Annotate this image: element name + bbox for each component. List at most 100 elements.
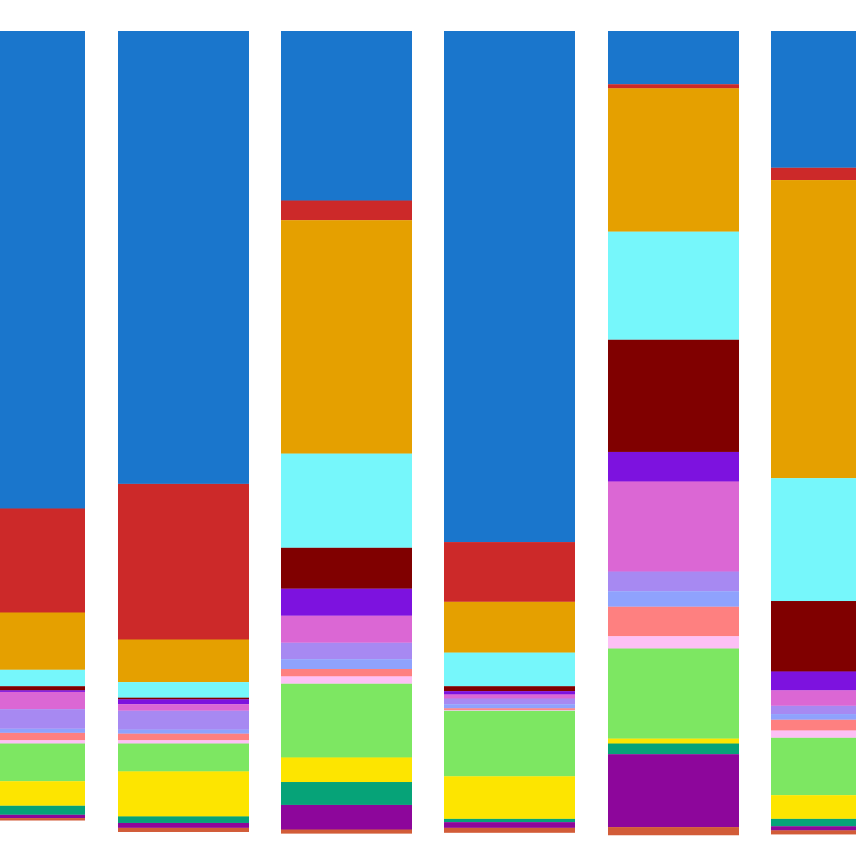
bar-segment-3-9 [281, 659, 412, 669]
bar-segment-5-14 [608, 743, 739, 755]
bar-segment-2-12 [118, 743, 249, 772]
bar-segment-3-5 [281, 547, 412, 589]
bar-segment-2-5 [118, 697, 249, 700]
bar-segment-6-12 [771, 737, 856, 796]
bar-segment-3-12 [281, 683, 412, 758]
bar-segment-5-7 [608, 481, 739, 572]
bar-segment-5-9 [608, 591, 739, 607]
bar-segment-1-2 [0, 508, 85, 613]
bar-segment-3-15 [281, 804, 412, 830]
bar-segment-5-8 [608, 571, 739, 592]
bar-segment-1-11 [0, 740, 85, 744]
bar-segment-5-5 [608, 339, 739, 452]
bar-segment-2-13 [118, 771, 249, 817]
bar-segment-2-9 [118, 729, 249, 734]
bar-segment-4-8 [444, 698, 575, 705]
bar-segment-6-3 [771, 180, 856, 479]
bar-stack-5 [608, 31, 739, 836]
bar-segment-4-2 [444, 542, 575, 602]
bar-segment-1-16 [0, 818, 85, 821]
bar-segment-6-10 [771, 719, 856, 731]
bar-segment-3-7 [281, 615, 412, 643]
bar-segment-4-1 [444, 31, 575, 543]
bar-stack-2 [118, 31, 249, 832]
bar-segment-1-13 [0, 781, 85, 806]
bar-segment-2-7 [118, 704, 249, 711]
bar-segment-6-5 [771, 601, 856, 672]
bar-segment-3-6 [281, 588, 412, 616]
bar-segment-6-7 [771, 690, 856, 706]
bar-segment-2-11 [118, 740, 249, 744]
bar-segment-1-7 [0, 691, 85, 710]
bar-segment-5-16 [608, 827, 739, 836]
bar-segment-6-4 [771, 478, 856, 602]
bar-segment-5-15 [608, 754, 739, 828]
bar-segment-1-15 [0, 814, 85, 819]
bar-segment-1-10 [0, 732, 85, 741]
bar-segment-3-11 [281, 676, 412, 684]
bar-stack-4 [444, 31, 575, 833]
bar-segment-6-15 [771, 826, 856, 831]
bar-segment-1-5 [0, 686, 85, 691]
bar-segment-3-14 [281, 782, 412, 805]
bar-segment-4-10 [444, 708, 575, 710]
bar-segment-2-10 [118, 733, 249, 741]
bar-segment-5-4 [608, 231, 739, 340]
bar-segment-4-11 [444, 709, 575, 711]
bar-segment-1-6 [0, 690, 85, 692]
bar-segment-4-4 [444, 652, 575, 687]
bar-segment-1-8 [0, 709, 85, 729]
bar-segment-5-10 [608, 606, 739, 637]
bar-segment-2-14 [118, 816, 249, 823]
bar-segment-2-4 [118, 682, 249, 698]
bar-segment-4-14 [444, 818, 575, 823]
bar-segment-5-6 [608, 451, 739, 482]
bar-segment-4-16 [444, 827, 575, 833]
bar-segment-3-1 [281, 31, 412, 201]
bar-stack-6 [771, 31, 856, 835]
bar-segment-5-3 [608, 88, 739, 232]
bar-segment-4-15 [444, 822, 575, 828]
bar-segment-6-13 [771, 795, 856, 819]
bar-segment-1-9 [0, 728, 85, 733]
bar-segment-6-8 [771, 705, 856, 715]
bar-segment-6-14 [771, 818, 856, 827]
bar-segment-6-16 [771, 830, 856, 835]
bar-segment-5-1 [608, 31, 739, 85]
bar-segment-3-8 [281, 642, 412, 660]
bar-segment-2-8 [118, 710, 249, 730]
bar-segment-3-16 [281, 829, 412, 834]
bar-segment-2-3 [118, 639, 249, 683]
bar-segment-2-16 [118, 827, 249, 832]
bar-segment-1-14 [0, 805, 85, 815]
bar-stack-3 [281, 31, 412, 834]
bar-segment-3-13 [281, 757, 412, 783]
bar-segment-5-11 [608, 636, 739, 649]
bar-segment-2-15 [118, 822, 249, 828]
bar-segment-1-3 [0, 612, 85, 670]
bar-segment-4-9 [444, 704, 575, 709]
bar-stack-1 [0, 31, 85, 821]
bar-segment-6-9 [771, 714, 856, 720]
bar-segment-2-6 [118, 699, 249, 705]
bar-segment-4-6 [444, 691, 575, 695]
bar-segment-1-1 [0, 31, 85, 509]
bar-segment-5-12 [608, 648, 739, 739]
bar-segment-4-3 [444, 601, 575, 653]
bar-segment-3-2 [281, 200, 412, 221]
bar-segment-4-7 [444, 694, 575, 699]
bar-segment-2-2 [118, 483, 249, 640]
bar-segment-1-12 [0, 743, 85, 782]
bar-segment-4-5 [444, 686, 575, 692]
bar-segment-6-6 [771, 671, 856, 691]
bar-segment-6-2 [771, 167, 856, 181]
bar-segment-6-1 [771, 31, 856, 168]
bar-segment-6-11 [771, 730, 856, 738]
bar-segment-5-13 [608, 738, 739, 744]
bar-segment-4-13 [444, 776, 575, 819]
bar-segment-3-10 [281, 669, 412, 677]
bar-segment-5-2 [608, 84, 739, 89]
bar-segment-4-12 [444, 710, 575, 777]
